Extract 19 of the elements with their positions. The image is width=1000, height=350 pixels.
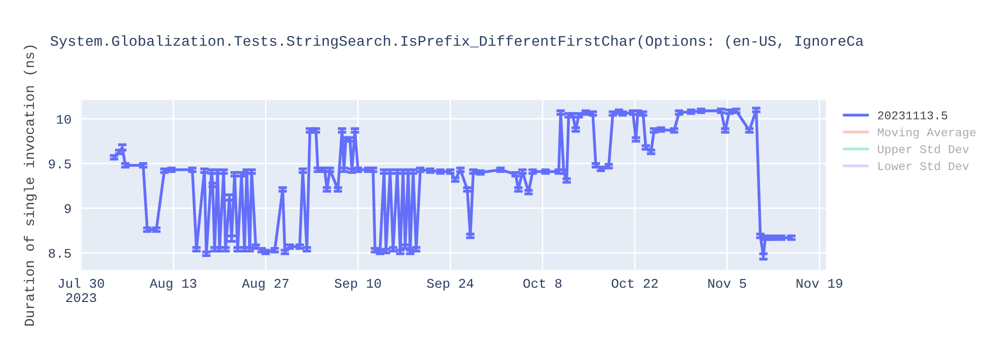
y-tick-label: 10 [56, 114, 71, 124]
x-tick-label: Jul 30 2023 [58, 278, 104, 302]
x-tick-label: Nov 19 [796, 278, 842, 288]
x-tick-label: Aug 27 [242, 278, 288, 290]
legend-label: Upper Std Dev [878, 144, 969, 156]
x-tick-label: Oct 22 [612, 278, 658, 288]
legend-label: 20231113.5 [878, 111, 948, 120]
y-tick-label: 8.5 [48, 248, 71, 258]
x-tick-label: Oct 8 [523, 278, 562, 288]
y-tick-label: 9 [64, 204, 71, 214]
legend-label: Lower Std Dev [878, 161, 969, 170]
x-tick-label: Aug 13 [150, 278, 196, 290]
x-tick-label: Nov 5 [708, 279, 746, 288]
x-tick-label: Sep 10 [334, 278, 381, 290]
chart-title: System.Globalization.Tests.StringSearch.IsPrefix_DifferentFirstChar(Options: (en-US, IgnoreCa [50, 35, 864, 49]
y-tick-label: 9.5 [48, 159, 71, 168]
y-axis-title: Duration of single invocation (ns) [24, 46, 37, 326]
x-tick-label: Sep 24 [427, 278, 474, 290]
legend-label: Moving Average [878, 128, 976, 139]
